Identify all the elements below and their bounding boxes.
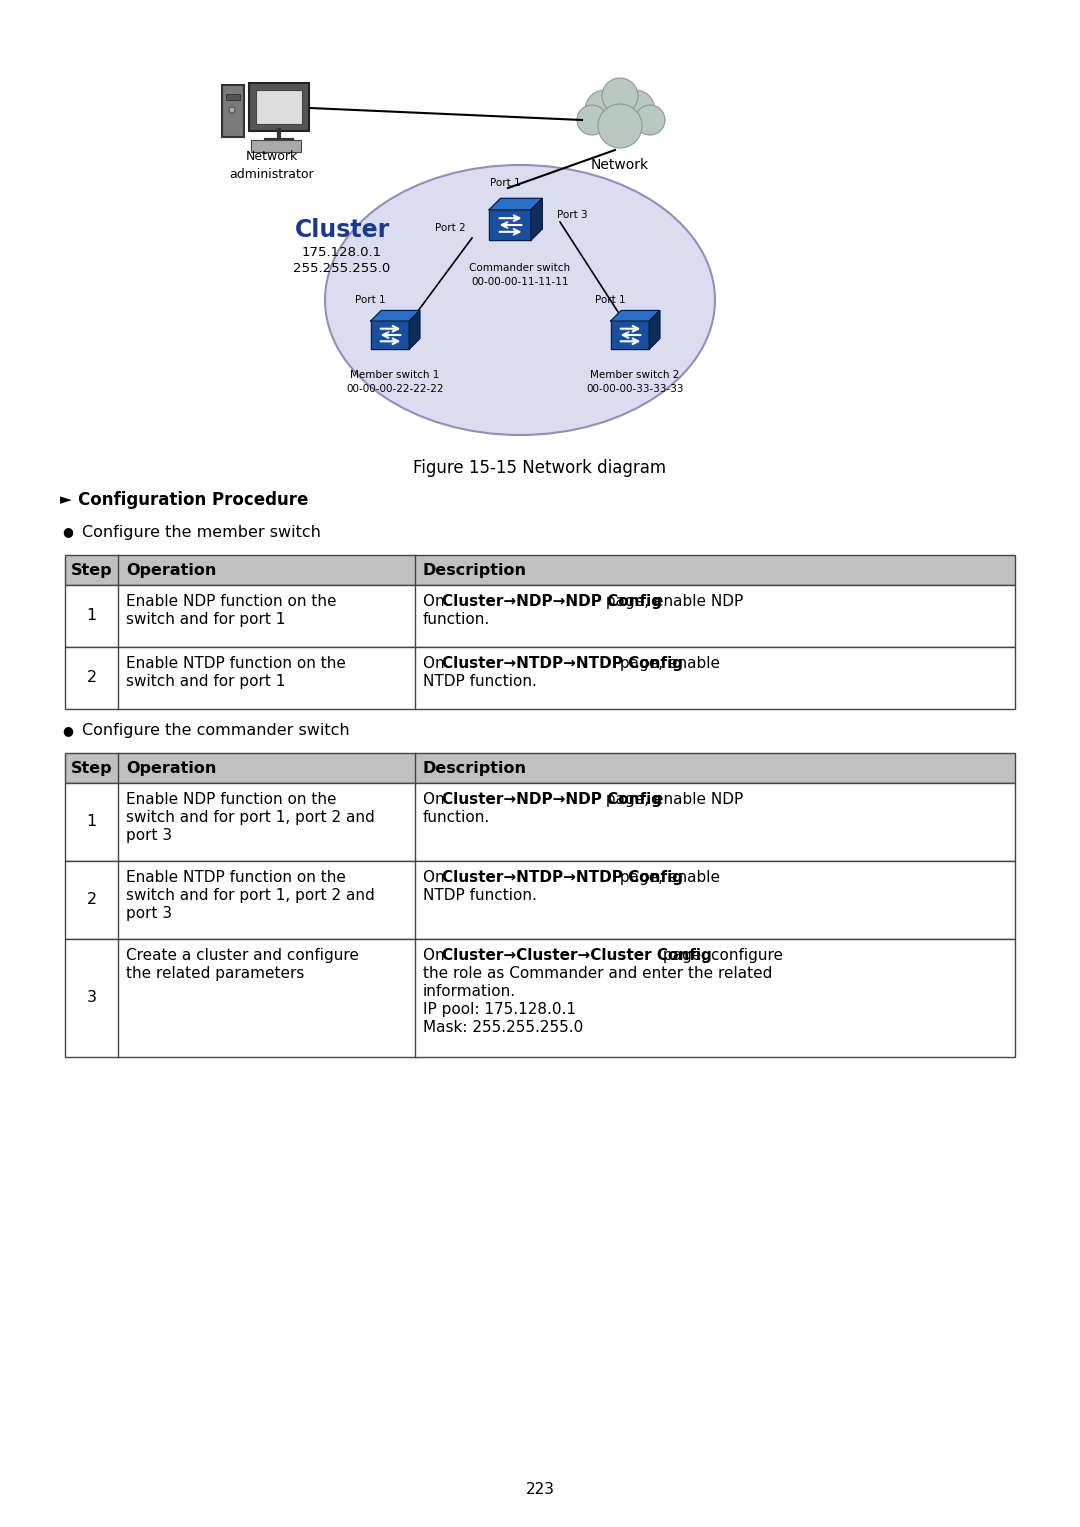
Text: page, enable: page, enable bbox=[616, 870, 720, 886]
Text: Description: Description bbox=[423, 760, 527, 776]
Ellipse shape bbox=[325, 165, 715, 435]
Text: Member switch 2
00-00-00-33-33-33: Member switch 2 00-00-00-33-33-33 bbox=[586, 370, 684, 394]
Text: Configure the commander switch: Configure the commander switch bbox=[82, 724, 350, 739]
Text: Figure 15-15 Network diagram: Figure 15-15 Network diagram bbox=[414, 460, 666, 476]
Text: Configuration Procedure: Configuration Procedure bbox=[78, 492, 309, 508]
Circle shape bbox=[229, 107, 235, 113]
FancyBboxPatch shape bbox=[65, 783, 1015, 861]
Text: Cluster: Cluster bbox=[295, 218, 390, 241]
Polygon shape bbox=[370, 321, 409, 350]
FancyBboxPatch shape bbox=[65, 939, 1015, 1057]
FancyBboxPatch shape bbox=[65, 554, 1015, 585]
Text: port 3: port 3 bbox=[126, 906, 172, 921]
Text: 255.255.255.0: 255.255.255.0 bbox=[294, 261, 391, 275]
Text: Operation: Operation bbox=[126, 562, 216, 577]
Circle shape bbox=[615, 90, 654, 130]
FancyBboxPatch shape bbox=[65, 861, 1015, 939]
Text: Configure the member switch: Configure the member switch bbox=[82, 524, 321, 539]
Text: 3: 3 bbox=[86, 991, 96, 1005]
Text: 1: 1 bbox=[86, 814, 96, 829]
Text: Port 1: Port 1 bbox=[489, 179, 521, 188]
Text: NTDP function.: NTDP function. bbox=[423, 889, 537, 902]
Text: 2: 2 bbox=[86, 892, 96, 907]
Text: page, enable NDP: page, enable NDP bbox=[600, 793, 743, 806]
Text: page, configure: page, configure bbox=[659, 948, 783, 964]
Text: information.: information. bbox=[423, 983, 516, 999]
Text: Port 3: Port 3 bbox=[556, 211, 588, 220]
Text: IP pool: 175.128.0.1: IP pool: 175.128.0.1 bbox=[423, 1002, 576, 1017]
Text: NTDP function.: NTDP function. bbox=[423, 673, 537, 689]
Circle shape bbox=[577, 105, 607, 134]
Text: Cluster→Cluster→Cluster Config: Cluster→Cluster→Cluster Config bbox=[443, 948, 712, 964]
FancyBboxPatch shape bbox=[65, 753, 1015, 783]
Text: switch and for port 1: switch and for port 1 bbox=[126, 673, 285, 689]
Text: Mask: 255.255.255.0: Mask: 255.255.255.0 bbox=[423, 1020, 583, 1035]
Polygon shape bbox=[489, 199, 542, 209]
Text: 2: 2 bbox=[86, 670, 96, 686]
Polygon shape bbox=[649, 310, 660, 350]
Text: Commander switch
00-00-00-11-11-11: Commander switch 00-00-00-11-11-11 bbox=[470, 263, 570, 287]
Text: Member switch 1
00-00-00-22-22-22: Member switch 1 00-00-00-22-22-22 bbox=[347, 370, 444, 394]
Text: Step: Step bbox=[70, 562, 112, 577]
Text: page, enable NDP: page, enable NDP bbox=[600, 594, 743, 609]
FancyBboxPatch shape bbox=[256, 90, 302, 124]
Text: On: On bbox=[423, 594, 449, 609]
Text: Enable NTDP function on the: Enable NTDP function on the bbox=[126, 870, 346, 886]
Text: Cluster→NDP→NDP Config: Cluster→NDP→NDP Config bbox=[443, 793, 662, 806]
Text: Port 1: Port 1 bbox=[595, 295, 625, 305]
Text: switch and for port 1, port 2 and: switch and for port 1, port 2 and bbox=[126, 809, 375, 825]
Text: 1: 1 bbox=[86, 608, 96, 623]
Text: 223: 223 bbox=[526, 1483, 554, 1498]
Circle shape bbox=[635, 105, 665, 134]
Text: Port 1: Port 1 bbox=[354, 295, 386, 305]
Text: Network
administrator: Network administrator bbox=[230, 150, 314, 182]
Text: Enable NDP function on the: Enable NDP function on the bbox=[126, 793, 337, 806]
Text: Step: Step bbox=[70, 760, 112, 776]
Text: Create a cluster and configure: Create a cluster and configure bbox=[126, 948, 359, 964]
Text: Network: Network bbox=[591, 157, 649, 173]
Text: the related parameters: the related parameters bbox=[126, 967, 305, 980]
Circle shape bbox=[585, 90, 625, 130]
FancyBboxPatch shape bbox=[222, 86, 244, 137]
Text: Cluster→NDP→NDP Config: Cluster→NDP→NDP Config bbox=[443, 594, 662, 609]
Text: Cluster→NTDP→NTDP Config: Cluster→NTDP→NTDP Config bbox=[443, 657, 684, 670]
Circle shape bbox=[598, 104, 642, 148]
Text: Port 2: Port 2 bbox=[434, 223, 465, 234]
FancyBboxPatch shape bbox=[226, 95, 240, 99]
FancyBboxPatch shape bbox=[251, 140, 301, 153]
Text: Cluster→NTDP→NTDP Config: Cluster→NTDP→NTDP Config bbox=[443, 870, 684, 886]
Text: port 3: port 3 bbox=[126, 828, 172, 843]
Text: function.: function. bbox=[423, 612, 490, 628]
Text: Enable NTDP function on the: Enable NTDP function on the bbox=[126, 657, 346, 670]
Text: Description: Description bbox=[423, 562, 527, 577]
Text: switch and for port 1: switch and for port 1 bbox=[126, 612, 285, 628]
Text: Enable NDP function on the: Enable NDP function on the bbox=[126, 594, 337, 609]
Text: ●: ● bbox=[63, 724, 73, 738]
FancyBboxPatch shape bbox=[65, 585, 1015, 647]
Text: ●: ● bbox=[63, 525, 73, 539]
Polygon shape bbox=[611, 321, 649, 350]
Text: On: On bbox=[423, 657, 449, 670]
Text: Operation: Operation bbox=[126, 760, 216, 776]
Polygon shape bbox=[370, 310, 420, 321]
Polygon shape bbox=[489, 209, 531, 240]
Text: ►: ► bbox=[60, 493, 71, 507]
Text: 175.128.0.1: 175.128.0.1 bbox=[302, 246, 382, 258]
Text: On: On bbox=[423, 793, 449, 806]
Polygon shape bbox=[611, 310, 660, 321]
Text: the role as Commander and enter the related: the role as Commander and enter the rela… bbox=[423, 967, 772, 980]
Polygon shape bbox=[409, 310, 420, 350]
FancyBboxPatch shape bbox=[65, 647, 1015, 709]
Circle shape bbox=[602, 78, 638, 115]
Text: On: On bbox=[423, 948, 449, 964]
Text: function.: function. bbox=[423, 809, 490, 825]
Text: page, enable: page, enable bbox=[616, 657, 720, 670]
Polygon shape bbox=[531, 199, 542, 240]
Text: switch and for port 1, port 2 and: switch and for port 1, port 2 and bbox=[126, 889, 375, 902]
Text: On: On bbox=[423, 870, 449, 886]
FancyBboxPatch shape bbox=[249, 82, 309, 131]
